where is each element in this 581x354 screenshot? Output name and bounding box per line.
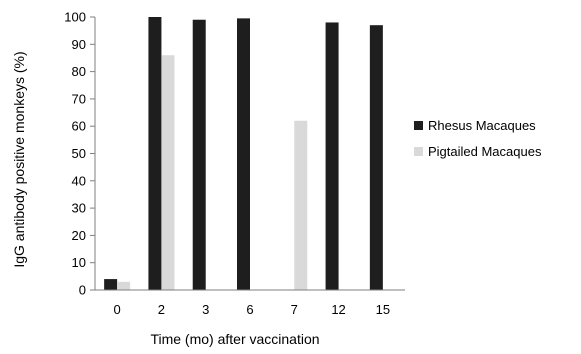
bars xyxy=(104,17,383,291)
y-tick-label: 20 xyxy=(72,228,86,243)
bar-pigtailed-2 xyxy=(161,55,175,290)
legend-swatch-rhesus xyxy=(414,121,423,130)
x-axis-ticks: 0 2 3 6 7 12 15 xyxy=(114,302,391,317)
y-axis-title: IgG antibody positive monkeys (%) xyxy=(11,51,27,267)
y-tick-label: 50 xyxy=(72,146,86,161)
bar-pigtailed-0 xyxy=(117,281,131,290)
x-tick-label: 7 xyxy=(291,302,298,317)
y-tick-label: 100 xyxy=(64,10,86,25)
legend-label-rhesus: Rhesus Macaques xyxy=(428,118,536,133)
legend-label-pigtailed: Pigtailed Macaques xyxy=(428,144,542,159)
bar-rhesus-3 xyxy=(192,19,206,290)
y-tick-label: 90 xyxy=(72,37,86,52)
bar-rhesus-0 xyxy=(104,279,118,290)
x-tick-label: 6 xyxy=(246,302,253,317)
x-tick-label: 12 xyxy=(331,302,345,317)
y-tick-label: 80 xyxy=(72,64,86,79)
x-axis-title: Time (mo) after vaccination xyxy=(150,331,319,347)
legend: Rhesus Macaques Pigtailed Macaques xyxy=(414,118,542,159)
x-tick-label: 0 xyxy=(114,302,121,317)
x-tick-label: 2 xyxy=(158,302,165,317)
y-tick-label: 10 xyxy=(72,255,86,270)
legend-swatch-pigtailed xyxy=(414,147,423,156)
y-tick-label: 30 xyxy=(72,201,86,216)
y-tick-label: 70 xyxy=(72,91,86,106)
y-tick-label: 60 xyxy=(72,119,86,134)
y-axis-ticks: 0 10 20 30 40 50 60 70 80 90 100 xyxy=(64,10,95,298)
y-tick-label: 0 xyxy=(79,283,86,298)
y-tick-label: 40 xyxy=(72,173,86,188)
bar-rhesus-6 xyxy=(237,18,250,291)
bar-pigtailed-7 xyxy=(294,120,308,291)
bar-rhesus-15 xyxy=(369,25,383,290)
bar-rhesus-2 xyxy=(148,17,162,290)
x-tick-label: 15 xyxy=(376,302,390,317)
x-tick-label: 3 xyxy=(202,302,209,317)
bar-rhesus-12 xyxy=(325,22,339,291)
